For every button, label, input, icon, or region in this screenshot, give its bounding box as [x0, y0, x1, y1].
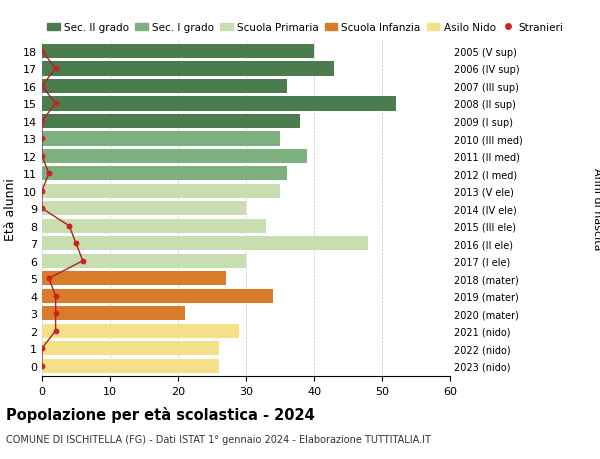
Point [37, 345, 47, 352]
Point [44, 170, 53, 178]
Point [64, 223, 74, 230]
Point [37, 83, 47, 90]
Bar [42, 62, 334, 76]
Point [37, 188, 47, 195]
Bar [42, 184, 280, 199]
Point [71, 240, 81, 247]
Bar [42, 307, 185, 321]
Bar [42, 359, 219, 373]
Y-axis label: Anni di nascita: Anni di nascita [592, 168, 600, 250]
Text: Popolazione per età scolastica - 2024: Popolazione per età scolastica - 2024 [6, 406, 315, 422]
Point [51, 66, 61, 73]
Point [37, 205, 47, 213]
Bar [42, 167, 287, 181]
Bar [42, 79, 287, 94]
Point [78, 257, 88, 265]
Point [37, 135, 47, 143]
Bar [42, 132, 280, 146]
Bar [42, 271, 226, 286]
Bar [42, 254, 246, 269]
Point [51, 327, 61, 335]
Bar [42, 341, 219, 356]
Point [44, 275, 53, 282]
Point [37, 153, 47, 160]
Bar [42, 324, 239, 338]
Legend: Sec. II grado, Sec. I grado, Scuola Primaria, Scuola Infanzia, Asilo Nido, Stran: Sec. II grado, Sec. I grado, Scuola Prim… [47, 23, 563, 33]
Text: COMUNE DI ISCHITELLA (FG) - Dati ISTAT 1° gennaio 2024 - Elaborazione TUTTITALIA: COMUNE DI ISCHITELLA (FG) - Dati ISTAT 1… [6, 434, 431, 444]
Bar [42, 202, 246, 216]
Point [37, 362, 47, 369]
Bar [42, 219, 266, 234]
Bar [42, 289, 273, 303]
Point [37, 118, 47, 125]
Bar [42, 45, 314, 59]
Bar [42, 149, 307, 164]
Bar [42, 97, 395, 111]
Point [37, 48, 47, 56]
Bar [42, 236, 368, 251]
Y-axis label: Età alunni: Età alunni [4, 178, 17, 240]
Bar [42, 114, 301, 129]
Point [51, 310, 61, 317]
Point [51, 101, 61, 108]
Point [51, 292, 61, 300]
